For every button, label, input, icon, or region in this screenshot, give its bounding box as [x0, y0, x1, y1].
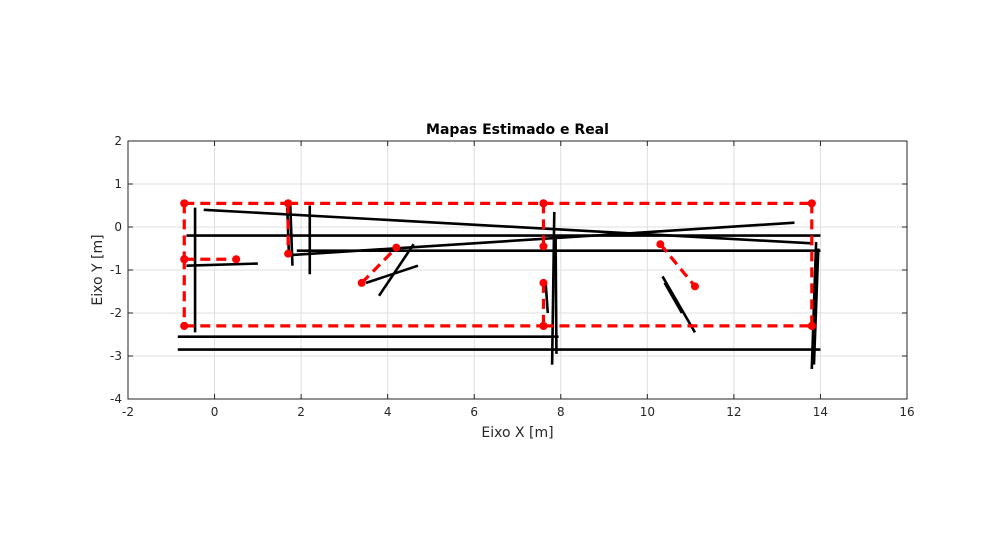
x-tick-label: 16	[899, 405, 914, 419]
map-vertex-marker	[232, 255, 241, 264]
map-segment	[810, 242, 818, 369]
map-segment	[659, 243, 697, 288]
map-vertex-marker	[180, 255, 189, 264]
map-segment	[203, 208, 812, 245]
map-vertex-marker	[690, 282, 699, 291]
map-vertex-marker	[392, 243, 401, 252]
x-tick-label: -2	[122, 405, 134, 419]
map-vertex-marker	[807, 321, 816, 330]
y-tick-label: 2	[114, 134, 122, 148]
map-segment	[812, 248, 820, 365]
map-vertex-marker	[284, 199, 293, 208]
real-map-series	[177, 205, 821, 369]
map-vertex-marker	[539, 278, 548, 287]
x-tick-label: 6	[470, 405, 478, 419]
y-tick-label: -2	[110, 306, 122, 320]
y-tick-label: -1	[110, 263, 122, 277]
x-tick-label: 0	[211, 405, 219, 419]
map-vertex-marker	[656, 240, 665, 249]
x-tick-label: 12	[726, 405, 741, 419]
map-vertex-marker	[180, 199, 189, 208]
x-tick-label: 10	[640, 405, 655, 419]
map-segment	[550, 211, 556, 365]
map-segment	[288, 205, 294, 266]
y-tick-label: 0	[114, 220, 122, 234]
x-axis-label: Eixo X [m]	[481, 425, 553, 441]
map-segment	[186, 262, 258, 267]
estimated-map-series	[180, 199, 816, 330]
map-vertex-marker	[357, 278, 366, 287]
map-vertex-marker	[539, 242, 548, 251]
x-tick-label: 14	[813, 405, 828, 419]
map-segment	[663, 282, 684, 314]
x-tick-label: 2	[297, 405, 305, 419]
map-vertex-marker	[180, 321, 189, 330]
map-segment	[661, 275, 697, 334]
x-tick-label: 8	[557, 405, 565, 419]
y-tick-label: -3	[110, 349, 122, 363]
y-tick-label: 1	[114, 177, 122, 191]
series-layer	[177, 199, 821, 369]
y-axis-label: Eixo Y [m]	[90, 234, 106, 305]
map-vertex-marker	[539, 321, 548, 330]
map-segment	[377, 243, 415, 297]
x-tick-label: 4	[384, 405, 392, 419]
map-vertex-marker	[539, 199, 548, 208]
map-vertex-marker	[284, 249, 293, 258]
map-segment	[285, 207, 291, 258]
map-segment	[544, 282, 550, 314]
map-segment	[360, 246, 398, 285]
y-tick-label: -4	[110, 392, 122, 406]
map-vertex-marker	[807, 199, 816, 208]
chart-title: Mapas Estimado e Real	[426, 122, 609, 138]
map-segment	[554, 235, 558, 354]
